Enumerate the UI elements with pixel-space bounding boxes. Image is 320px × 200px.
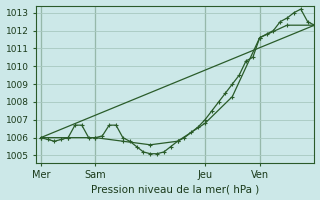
X-axis label: Pression niveau de la mer( hPa ): Pression niveau de la mer( hPa ) [91, 184, 260, 194]
